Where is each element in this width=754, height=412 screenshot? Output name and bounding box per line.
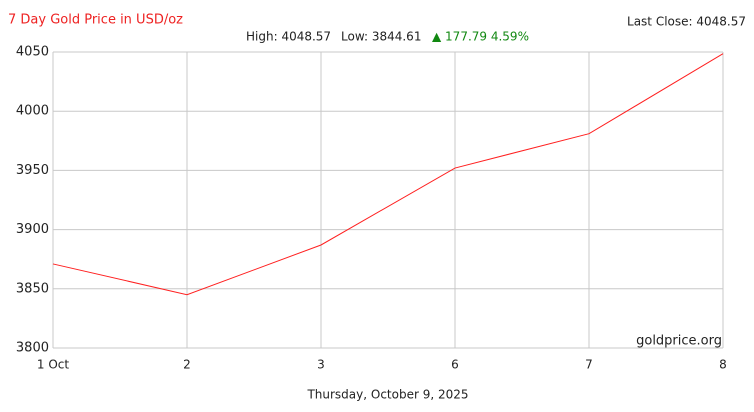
stat-high: High: 4048.57 (246, 30, 331, 44)
y-tick-label: 4050 (16, 45, 49, 60)
x-tick-label: 7 (585, 358, 593, 372)
last-close: Last Close: 4048.57 (627, 15, 746, 29)
x-tick-label: 8 (719, 358, 727, 372)
price-line (52, 53, 724, 296)
change: ▲ 177.79 4.59% (432, 30, 529, 44)
x-axis-label: Thursday, October 9, 2025 (306, 388, 468, 402)
y-tick-label: 4000 (16, 104, 49, 119)
x-tick-label: 2 (183, 358, 191, 372)
x-tick-label: 1 Oct (37, 358, 69, 372)
chart-title: 7 Day Gold Price in USD/oz (8, 13, 183, 28)
watermark: goldprice.org (636, 334, 722, 349)
y-tick-label: 3850 (16, 281, 49, 296)
stat-low: Low: 3844.61 (341, 30, 421, 44)
y-tick-label: 3950 (16, 163, 49, 178)
y-tick-label: 3800 (16, 341, 49, 356)
y-tick-label: 3900 (16, 222, 49, 237)
x-tick-label: 6 (451, 358, 459, 372)
x-tick-label: 3 (317, 358, 325, 372)
